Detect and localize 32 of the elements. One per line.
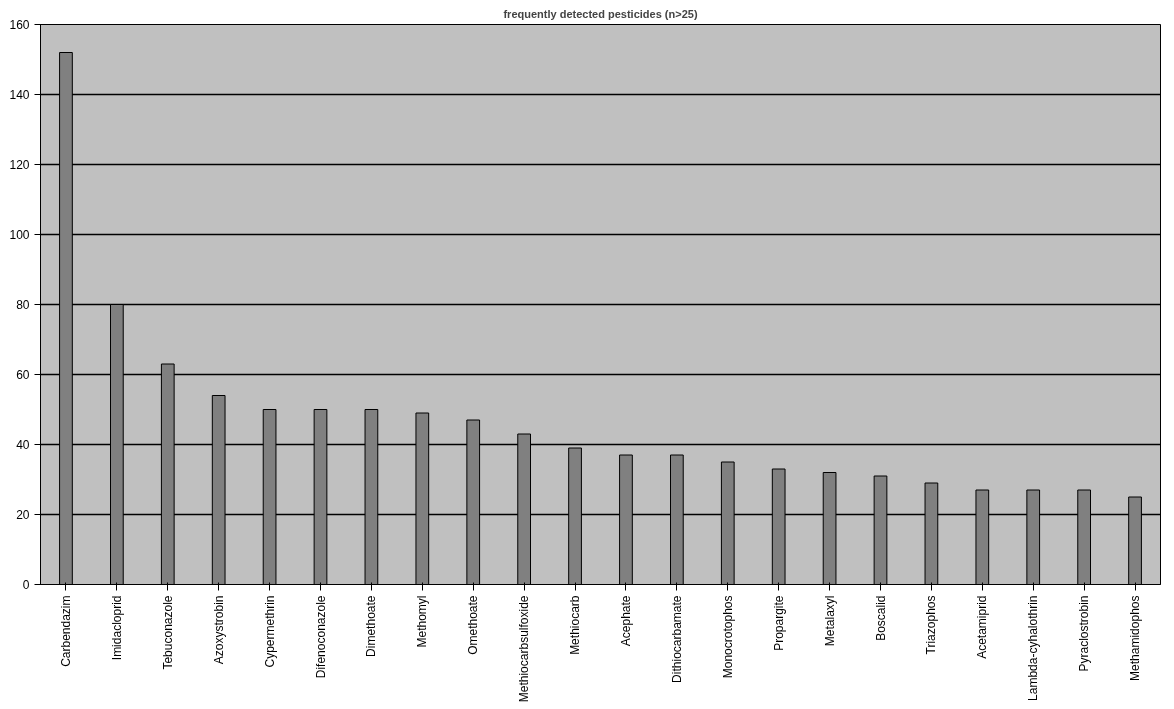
y-tick-label: 40 — [16, 438, 30, 452]
x-tick-label: Triazophos — [924, 595, 939, 655]
x-tick-label: Monocrotophos — [720, 595, 735, 679]
x-tick-label: Methiocarb — [568, 595, 583, 655]
x-tick-label: Carbendazim — [58, 595, 73, 667]
x-tick-label: Dithiocarbamate — [669, 595, 684, 683]
y-tick-label: 100 — [9, 228, 30, 242]
x-tick-label: Boscalid — [873, 595, 888, 641]
x-tick-label: Imidacloprid — [109, 595, 124, 661]
x-tick-label: Methiocarbsulfoxide — [517, 595, 532, 703]
y-tick-label: 160 — [9, 18, 30, 32]
x-tick-label: Tebuconazole — [160, 595, 175, 670]
y-tick-label: 120 — [9, 158, 30, 172]
x-tick-label: Cypermethrin — [262, 595, 277, 668]
x-tick-label: Acephate — [618, 595, 633, 647]
x-tick-label: Omethoate — [466, 595, 481, 655]
x-tick-label: Lambda-cyhalothrin — [1026, 595, 1041, 701]
x-tick-label: Pyraclostrobin — [1077, 595, 1092, 672]
x-tick-label: Difenoconazole — [313, 595, 328, 679]
y-tick-label: 80 — [16, 298, 30, 312]
x-tick-label: Dimethoate — [364, 595, 379, 657]
x-tick-label: Metalaxyl — [822, 595, 837, 647]
y-tick-label: 60 — [16, 368, 30, 382]
x-tick-label: Propargite — [771, 595, 786, 651]
y-tick-label: 20 — [16, 508, 30, 522]
x-tick-label: Azoxystrobin — [211, 595, 226, 665]
y-tick-label: 0 — [22, 578, 30, 592]
x-tick-label: Methomyl — [415, 595, 430, 648]
x-tick-label: Acetamiprid — [975, 595, 990, 659]
y-tick-label: 140 — [9, 88, 30, 102]
x-tick-label: Methamidophos — [1128, 595, 1143, 681]
chart-title: frequently detected pesticides (n>25) — [503, 7, 698, 20]
